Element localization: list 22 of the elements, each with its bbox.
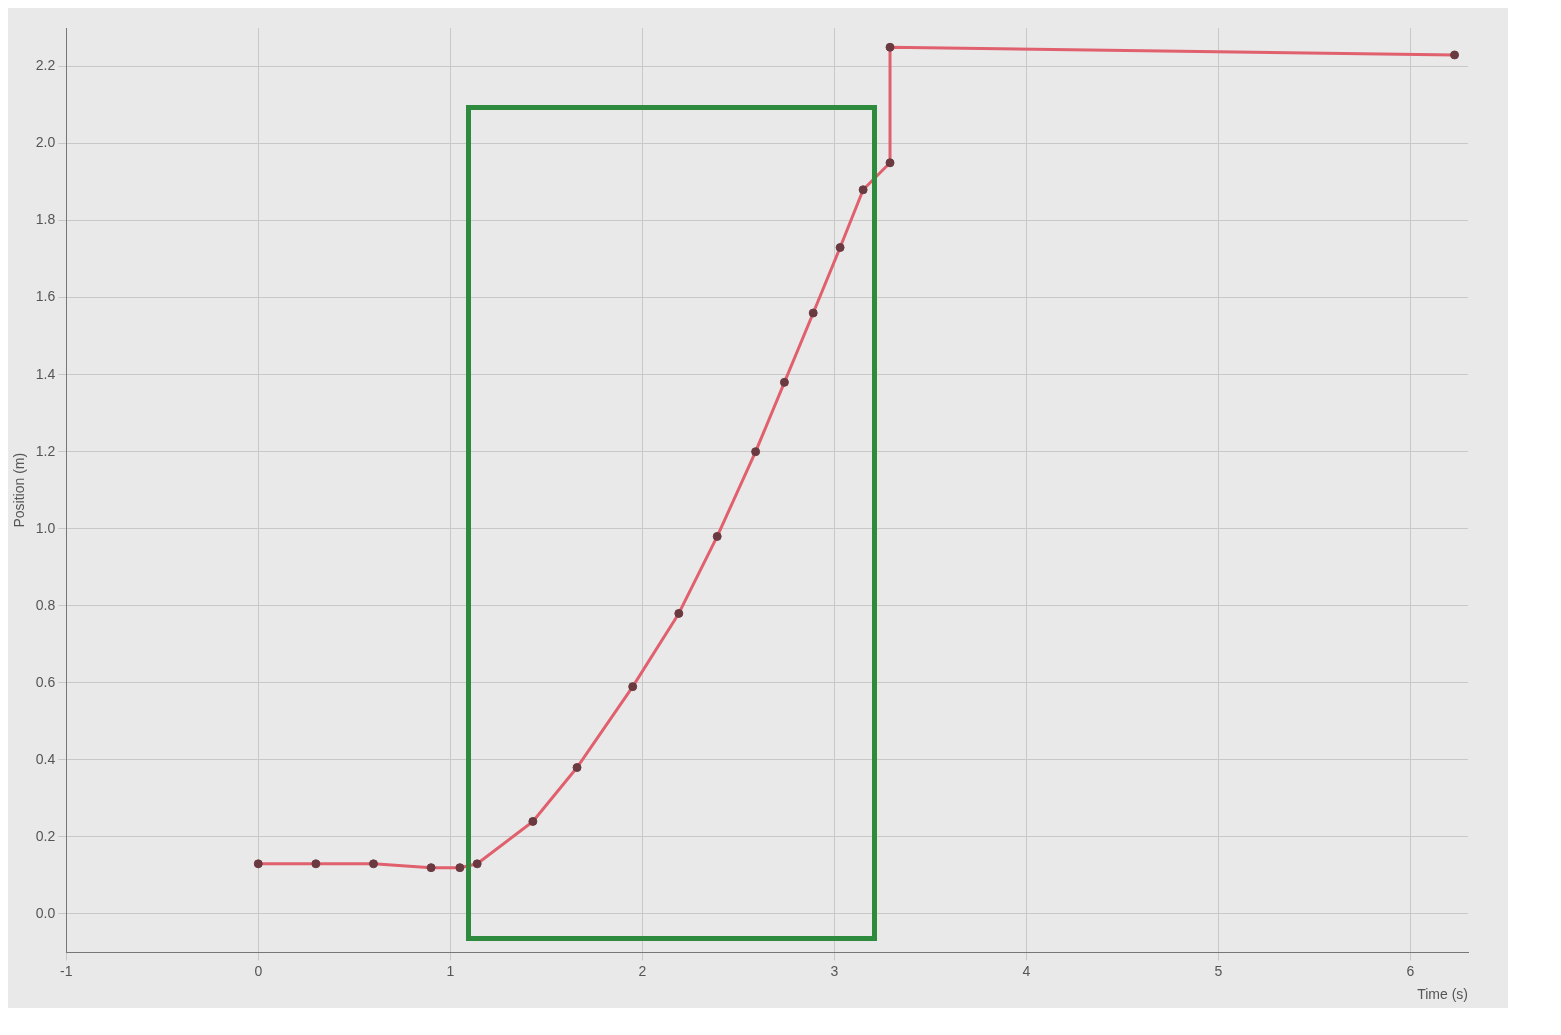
x-tick-label: 6 bbox=[1406, 962, 1415, 979]
y-tick-label: 1.0 bbox=[35, 519, 56, 536]
y-tick-label: 1.2 bbox=[35, 442, 56, 459]
y-tick-label: 1.8 bbox=[35, 211, 56, 228]
x-tick-label: 1 bbox=[446, 962, 455, 979]
x-tick-label: -1 bbox=[60, 962, 73, 979]
y-tick-label: 2.2 bbox=[35, 57, 56, 74]
x-tick-label: 5 bbox=[1214, 962, 1223, 979]
y-tick-label: 0.2 bbox=[35, 827, 56, 844]
x-tick-label: 0 bbox=[254, 962, 263, 979]
y-tick-label: 0.0 bbox=[35, 904, 56, 921]
y-tick-label: 2.0 bbox=[35, 134, 56, 151]
x-tick-label: 2 bbox=[638, 962, 647, 979]
x-axis-title: Time (s) bbox=[1417, 986, 1468, 1003]
x-tick-label: 3 bbox=[830, 962, 839, 979]
y-axis-title: Position (m) bbox=[11, 452, 28, 528]
y-tick-label: 1.6 bbox=[35, 288, 56, 305]
y-tick-label: 0.8 bbox=[35, 596, 56, 613]
x-tick-label: 4 bbox=[1022, 962, 1031, 979]
y-tick-label: 1.4 bbox=[35, 365, 56, 382]
y-tick-label: 0.6 bbox=[35, 673, 56, 690]
y-tick-label: 0.4 bbox=[35, 750, 56, 767]
